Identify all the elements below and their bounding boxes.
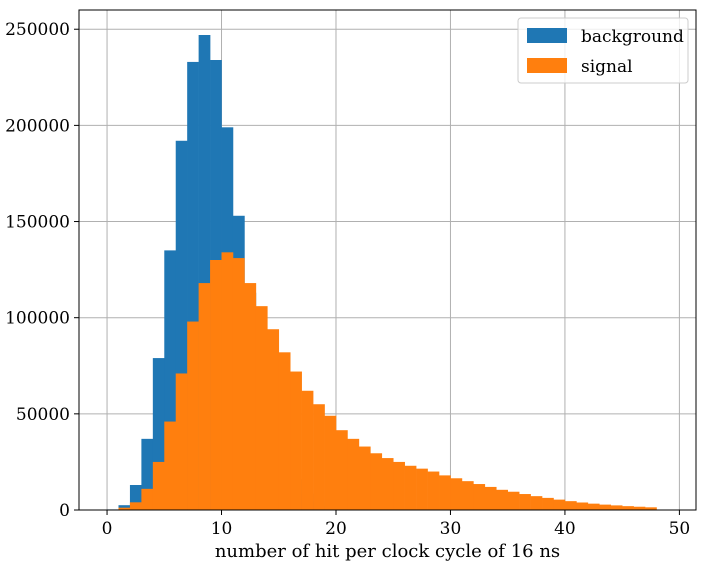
signal-bar [335, 430, 348, 510]
x-tick-label: 0 [102, 519, 113, 539]
signal-bar [267, 329, 280, 510]
background-bar [175, 140, 188, 510]
signal-bar [519, 494, 531, 510]
signal-bar [221, 252, 234, 511]
signal-bar [198, 283, 211, 510]
background-bar [164, 250, 177, 510]
signal-bar [473, 484, 486, 510]
legend-label-background: background [581, 27, 684, 47]
background-bar [198, 35, 211, 510]
background-bar [118, 505, 131, 510]
signal-bar [152, 461, 165, 510]
signal-bar [496, 489, 508, 510]
legend: background signal [517, 17, 689, 84]
plot-frame [78, 9, 697, 511]
signal-bar [187, 321, 199, 510]
signal-bar [255, 306, 268, 510]
background-bar [129, 485, 142, 510]
x-tick-label: 30 [440, 519, 462, 539]
signal-bar [530, 496, 543, 510]
x-tick-label: 10 [211, 519, 233, 539]
signal-bar [542, 497, 554, 510]
signal-bar [381, 458, 394, 510]
background-bar [141, 438, 154, 510]
legend-items: background signal [527, 27, 684, 77]
x-axis-label: number of hit per clock cycle of 16 ns [215, 541, 560, 562]
y-tick-label: 50000 [16, 405, 70, 425]
legend-swatch-signal [527, 58, 567, 73]
signal-bar [450, 478, 463, 510]
background-bar [152, 358, 165, 510]
signal-bar [645, 507, 657, 510]
y-tick-label: 0 [59, 501, 70, 521]
series-signal [107, 252, 657, 511]
signal-bar [587, 503, 600, 510]
legend-swatch-background [527, 28, 567, 43]
signal-bar [599, 504, 612, 510]
signal-bar [622, 506, 634, 510]
signal-bar [633, 506, 646, 510]
signal-bar [576, 502, 589, 510]
x-tick-label: 50 [669, 519, 691, 539]
histogram-bars [107, 35, 657, 511]
signal-bar [404, 465, 417, 510]
x-tick-label: 20 [325, 519, 347, 539]
signal-bar [141, 488, 154, 510]
y-tick-label: 150000 [5, 213, 70, 233]
signal-bar [461, 481, 474, 510]
signal-bar [290, 371, 302, 510]
signal-bar [232, 258, 245, 510]
signal-bar [324, 415, 337, 510]
y-tick-label: 100000 [5, 309, 70, 329]
signal-bar [484, 486, 497, 510]
signal-bar [118, 507, 131, 510]
signal-bar [278, 352, 291, 510]
axis-ticks: 0 10 20 30 40 50 0 50000 100000 150000 200000 25000… [5, 20, 690, 539]
signal-bar [301, 390, 314, 510]
signal-bar [416, 468, 428, 510]
signal-bar [370, 453, 383, 510]
signal-bar [129, 502, 142, 510]
background-bar [187, 61, 199, 511]
signal-bar [175, 373, 188, 510]
signal-bar [244, 283, 257, 510]
signal-bar [164, 421, 177, 510]
signal-bar [210, 260, 222, 510]
signal-bar [313, 404, 325, 510]
y-tick-label: 200000 [5, 116, 70, 136]
signal-bar [427, 471, 440, 510]
signal-bar [358, 446, 371, 510]
legend-label-signal: signal [581, 57, 633, 77]
x-tick-label: 40 [554, 519, 576, 539]
signal-bar [553, 499, 566, 510]
y-tick-label: 250000 [5, 20, 70, 40]
signal-bar [564, 501, 577, 510]
signal-bar [393, 461, 405, 510]
signal-bar [507, 491, 520, 510]
signal-bar [347, 438, 360, 510]
signal-bar [610, 505, 623, 510]
signal-bar [439, 475, 451, 510]
